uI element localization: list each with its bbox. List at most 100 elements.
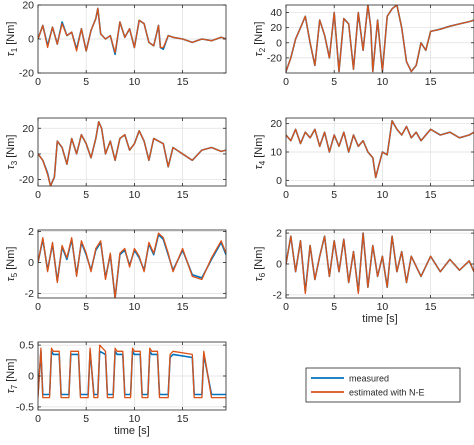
y-tick-label: 0.5	[19, 340, 34, 352]
x-tick-label: 10	[129, 413, 141, 425]
x-tick-label: 5	[83, 301, 89, 313]
legend: measured estimated with N-E	[305, 367, 461, 403]
x-tick-label: 5	[83, 189, 89, 201]
y-tick-label: -0.5	[16, 401, 34, 413]
x-tick-label: 5	[331, 189, 337, 201]
x-tick-label: 15	[177, 189, 189, 201]
x-tick-label: 0	[35, 76, 41, 88]
x-tick-label: 0	[35, 413, 41, 425]
y-tick-label: -20	[19, 174, 34, 186]
x-tick-label: 10	[377, 189, 389, 201]
x-tick-label: 15	[177, 76, 189, 88]
axes-box	[37, 117, 227, 187]
x-tick-label: 10	[129, 301, 141, 313]
plot-area	[38, 230, 226, 298]
legend-box	[305, 367, 461, 403]
y-axis-label: τ5 [Nm]	[5, 247, 19, 282]
y-axis-label: τ7 [Nm]	[5, 359, 19, 394]
y-axis-unit: [Nm]	[5, 22, 17, 48]
y-tick-label: 0	[28, 257, 34, 269]
y-tick-label: 0	[28, 371, 34, 383]
y-axis-subscript: 7	[10, 384, 19, 389]
x-tick-label: 10	[129, 76, 141, 88]
x-tick-label: 5	[83, 413, 89, 425]
y-axis-symbol: τ	[5, 276, 17, 281]
x-tick-label: 10	[129, 189, 141, 201]
y-axis-symbol: τ	[253, 164, 265, 169]
y-tick-label: 40	[270, 7, 282, 19]
y-tick-label: 2	[28, 226, 34, 238]
x-tick-label: 0	[283, 76, 289, 88]
y-axis-subscript: 4	[258, 160, 267, 165]
series-line-estimated	[38, 7, 226, 54]
x-axis-label: time [s]	[362, 313, 397, 325]
series-line-estimated	[286, 5, 474, 73]
y-tick-label: 0	[276, 37, 282, 49]
x-tick-label: 0	[283, 301, 289, 313]
y-tick-label: 20	[22, 123, 34, 135]
y-tick-label: 0	[28, 148, 34, 160]
x-tick-label: 0	[283, 189, 289, 201]
legend-label: estimated with N-E	[349, 388, 425, 398]
y-axis-subscript: 2	[258, 47, 267, 52]
y-axis-symbol: τ	[253, 276, 265, 281]
y-axis-symbol: τ	[5, 164, 17, 169]
axes-box	[285, 4, 474, 74]
x-tick-label: 0	[35, 301, 41, 313]
y-axis-label: τ4 [Nm]	[253, 135, 267, 170]
x-tick-label: 15	[177, 301, 189, 313]
x-tick-label: 15	[177, 413, 189, 425]
y-axis-subscript: 3	[10, 160, 19, 165]
y-axis-symbol: τ	[5, 388, 17, 393]
y-axis-label: τ1 [Nm]	[5, 22, 19, 57]
y-axis-unit: [Nm]	[5, 359, 17, 385]
legend-label: measured	[349, 374, 389, 384]
x-tick-label: 10	[377, 76, 389, 88]
y-tick-label: 0	[28, 34, 34, 46]
x-tick-label: 5	[331, 76, 337, 88]
y-axis-label: τ6 [Nm]	[253, 247, 267, 282]
series-line-estimated	[38, 344, 226, 399]
y-tick-label: -20	[19, 68, 34, 80]
y-tick-label: 10	[270, 147, 282, 159]
y-tick-label: 2	[276, 228, 282, 240]
y-axis-subscript: 6	[258, 272, 267, 277]
subplot-7: 0 5 10 15-0.500.5τ7 [Nm]time [s]	[5, 340, 227, 437]
x-tick-label: 10	[377, 301, 389, 313]
x-tick-label: 0	[35, 189, 41, 201]
y-tick-label: -20	[267, 52, 282, 64]
axes-box	[37, 229, 227, 299]
x-axis-label: time [s]	[114, 425, 149, 437]
x-tick-label: 15	[425, 76, 437, 88]
series-line-estimated	[38, 232, 226, 298]
y-tick-label: -2	[273, 289, 282, 301]
y-axis-label: τ3 [Nm]	[5, 135, 19, 170]
series-line-estimated	[286, 120, 474, 179]
x-tick-label: 5	[331, 301, 337, 313]
y-tick-label: 0	[276, 175, 282, 187]
y-axis-unit: [Nm]	[253, 22, 265, 48]
y-tick-label: 20	[270, 118, 282, 130]
x-tick-label: 5	[83, 76, 89, 88]
series-line-estimated	[286, 232, 474, 295]
x-tick-label: 15	[425, 301, 437, 313]
y-axis-unit: [Nm]	[5, 247, 17, 273]
y-axis-symbol: τ	[253, 51, 265, 56]
y-axis-subscript: 1	[10, 47, 19, 52]
y-axis-unit: [Nm]	[253, 135, 265, 161]
y-axis-unit: [Nm]	[253, 247, 265, 273]
y-tick-label: 0	[276, 259, 282, 271]
y-axis-unit: [Nm]	[5, 135, 17, 161]
x-tick-label: 15	[425, 189, 437, 201]
y-tick-label: 20	[22, 0, 34, 12]
series-line-estimated	[38, 121, 226, 186]
y-axis-symbol: τ	[5, 51, 17, 56]
y-axis-label: τ2 [Nm]	[253, 22, 267, 57]
